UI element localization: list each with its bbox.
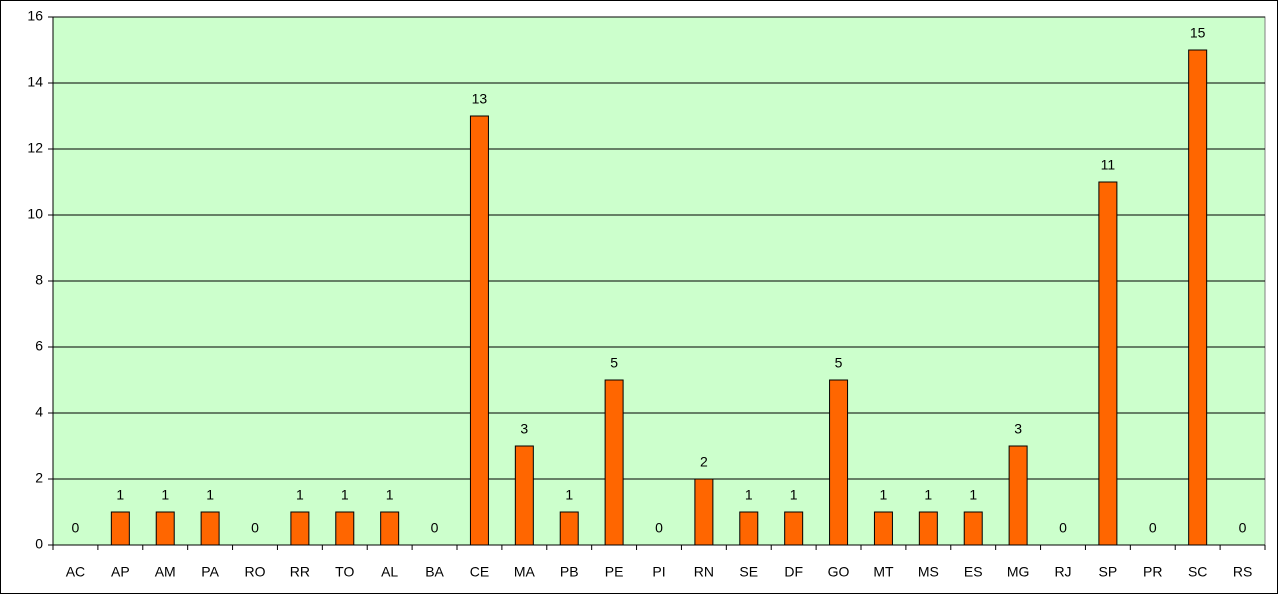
x-tick-label: MT — [873, 564, 894, 580]
data-label: 1 — [296, 487, 304, 503]
x-tick-label: CE — [470, 564, 489, 580]
x-tick-label: MS — [918, 564, 939, 580]
bar — [963, 511, 983, 546]
data-label: 1 — [116, 487, 124, 503]
data-label: 2 — [700, 454, 708, 470]
x-tick-label: PA — [201, 564, 219, 580]
data-label: 0 — [655, 520, 663, 536]
data-label: 1 — [565, 487, 573, 503]
data-label: 5 — [610, 355, 618, 371]
x-tick-label: AM — [155, 564, 176, 580]
x-tick-label: PR — [1143, 564, 1162, 580]
x-tick-label: AC — [66, 564, 85, 580]
y-tick-label: 0 — [35, 536, 43, 552]
bar — [918, 511, 938, 546]
x-tick-label: MA — [514, 564, 536, 580]
data-label: 1 — [161, 487, 169, 503]
data-label: 0 — [1149, 520, 1157, 536]
y-tick-label: 14 — [27, 74, 43, 90]
bar — [380, 511, 400, 546]
bar — [604, 379, 624, 546]
data-label: 0 — [1239, 520, 1247, 536]
x-tick-label: AL — [381, 564, 398, 580]
bar — [694, 478, 714, 546]
bar — [514, 445, 534, 546]
y-tick-label: 6 — [35, 338, 43, 354]
data-label: 1 — [790, 487, 798, 503]
data-label: 1 — [341, 487, 349, 503]
y-tick-label: 12 — [27, 140, 43, 156]
data-label: 3 — [520, 421, 528, 437]
y-tick-label: 16 — [27, 8, 43, 24]
x-tick-label: PB — [560, 564, 579, 580]
data-label: 1 — [206, 487, 214, 503]
x-tick-label: RS — [1233, 564, 1252, 580]
x-tick-label: PI — [652, 564, 665, 580]
data-label: 1 — [745, 487, 753, 503]
bar — [155, 511, 175, 546]
y-tick-label: 10 — [27, 206, 43, 222]
data-label: 1 — [880, 487, 888, 503]
x-tick-label: SE — [739, 564, 758, 580]
data-label: 11 — [1101, 157, 1116, 173]
data-label: 15 — [1190, 25, 1206, 41]
data-label: 0 — [251, 520, 259, 536]
x-tick-label: GO — [828, 564, 850, 580]
x-tick-label: ES — [964, 564, 983, 580]
bar — [110, 511, 130, 546]
y-tick-label: 4 — [35, 404, 43, 420]
data-label: 0 — [431, 520, 439, 536]
bar — [1188, 49, 1208, 546]
bar — [200, 511, 220, 546]
data-label: 13 — [472, 91, 488, 107]
x-tick-label: RN — [694, 564, 714, 580]
x-tick-label: RO — [245, 564, 266, 580]
x-tick-label: SP — [1099, 564, 1118, 580]
bar — [784, 511, 804, 546]
data-label: 1 — [386, 487, 394, 503]
x-tick-label: RJ — [1054, 564, 1071, 580]
x-tick-label: SC — [1188, 564, 1207, 580]
x-tick-label: AP — [111, 564, 130, 580]
x-tick-label: BA — [425, 564, 444, 580]
bar — [1098, 181, 1118, 546]
data-label: 1 — [969, 487, 977, 503]
x-tick-label: MG — [1007, 564, 1030, 580]
data-label: 0 — [72, 520, 80, 536]
y-tick-label: 8 — [35, 272, 43, 288]
data-label: 0 — [1059, 520, 1067, 536]
bar — [739, 511, 759, 546]
data-label: 1 — [924, 487, 932, 503]
bar — [1008, 445, 1028, 546]
bar — [290, 511, 310, 546]
bar — [335, 511, 355, 546]
bar — [469, 115, 489, 546]
x-tick-label: RR — [290, 564, 310, 580]
x-tick-label: DF — [784, 564, 803, 580]
x-tick-label: PE — [605, 564, 624, 580]
x-tick-label: TO — [335, 564, 354, 580]
y-tick-label: 2 — [35, 470, 43, 486]
bar — [559, 511, 579, 546]
data-label: 3 — [1014, 421, 1022, 437]
data-label: 5 — [835, 355, 843, 371]
bar — [873, 511, 893, 546]
bar — [829, 379, 849, 546]
